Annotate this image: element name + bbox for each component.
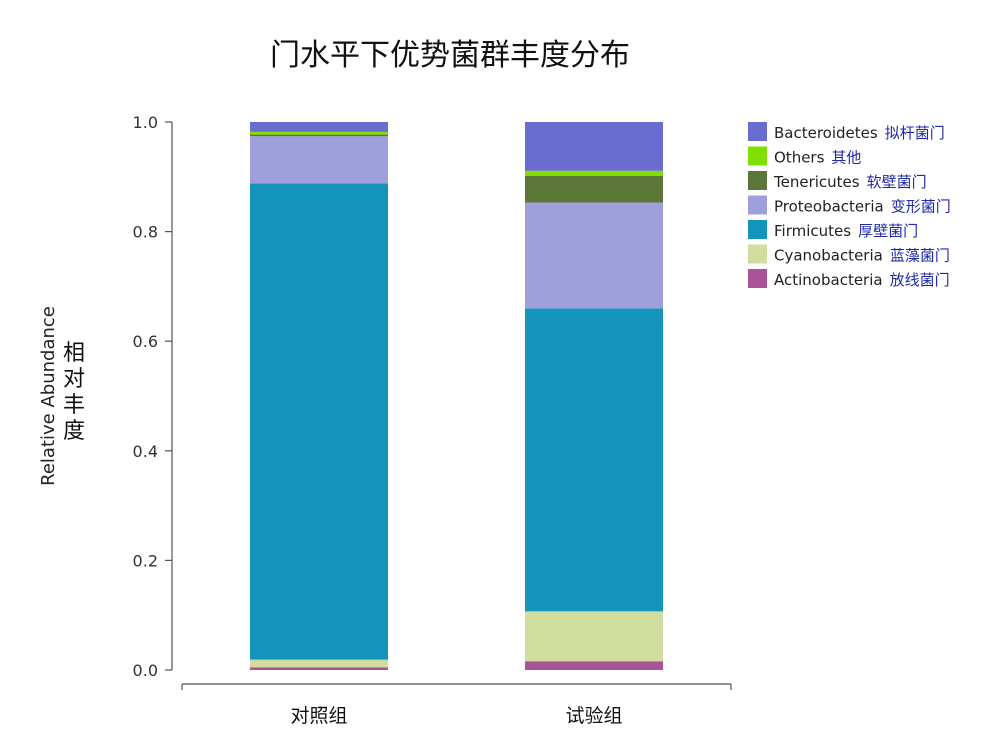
y-tick-label: 0.8 <box>133 223 158 242</box>
legend-label: Firmicutes 厚壁菌门 <box>774 222 918 240</box>
bar-segment <box>525 611 663 662</box>
bar-segment <box>525 170 663 176</box>
legend-item: Bacteroidetes 拟杆菌门 <box>748 122 945 142</box>
legend-item: Cyanobacteria 蓝藻菌门 <box>748 244 950 265</box>
legend-swatch <box>748 269 767 288</box>
bar-segment <box>525 308 663 612</box>
legend-label: Cyanobacteria 蓝藻菌门 <box>774 247 950 265</box>
legend-swatch <box>748 122 767 141</box>
bar-segment <box>250 136 388 184</box>
bar-segment <box>525 202 663 309</box>
legend-swatch <box>748 146 767 166</box>
chart-title: 门水平下优势菌群丰度分布 <box>270 38 630 73</box>
bar-segment <box>250 134 388 137</box>
legend-item: Firmicutes 厚壁菌门 <box>748 220 918 240</box>
legend-item: Others 其他 <box>748 146 861 167</box>
bar-segment <box>525 661 663 670</box>
y-tick-label: 0.0 <box>133 661 158 680</box>
y-tick-label: 1.0 <box>133 113 158 132</box>
bar-segment <box>250 183 388 660</box>
bar-segment <box>525 175 663 203</box>
bars <box>250 122 663 670</box>
legend-item: Proteobacteria 变形菌门 <box>748 195 951 216</box>
y-tick-label: 0.4 <box>133 442 158 461</box>
bar-stack <box>525 122 663 670</box>
y-tick-label: 0.2 <box>133 551 158 570</box>
x-tick-label: 试验组 <box>565 705 622 727</box>
legend-label: Proteobacteria 变形菌门 <box>774 198 951 216</box>
legend-label: Tenericutes 软壁菌门 <box>773 173 927 191</box>
legend-label: Actinobacteria 放线菌门 <box>774 271 950 289</box>
y-axis: 0.0 0.2 0.4 0.6 0.8 1.0 <box>133 113 173 680</box>
legend-swatch <box>748 244 767 264</box>
legend-item: Actinobacteria 放线菌门 <box>748 269 950 289</box>
bar-segment <box>525 122 663 171</box>
x-axis: 对照组 试验组 <box>181 683 732 727</box>
legend: Bacteroidetes 拟杆菌门 Others 其他 Tenericutes 软壁菌门… <box>748 122 951 289</box>
legend-label: Bacteroidetes 拟杆菌门 <box>774 124 945 142</box>
x-tick-label: 对照组 <box>290 705 347 727</box>
legend-item: Tenericutes 软壁菌门 <box>748 171 927 191</box>
y-axis-label: Relative Abundance 相对丰度 <box>38 306 85 486</box>
legend-swatch <box>748 195 767 215</box>
bar-segment <box>250 659 388 668</box>
y-tick-label: 0.6 <box>133 332 158 351</box>
legend-swatch <box>748 171 767 190</box>
bar-segment <box>250 122 388 132</box>
bar-segment <box>250 131 388 135</box>
legend-label: Others 其他 <box>774 149 861 167</box>
y-axis-label-en: Relative Abundance <box>38 306 59 486</box>
y-axis-label-cn: 相对丰度 <box>63 341 85 444</box>
legend-swatch <box>748 220 767 239</box>
bar-stack <box>250 122 388 670</box>
bar-segment <box>250 667 388 670</box>
